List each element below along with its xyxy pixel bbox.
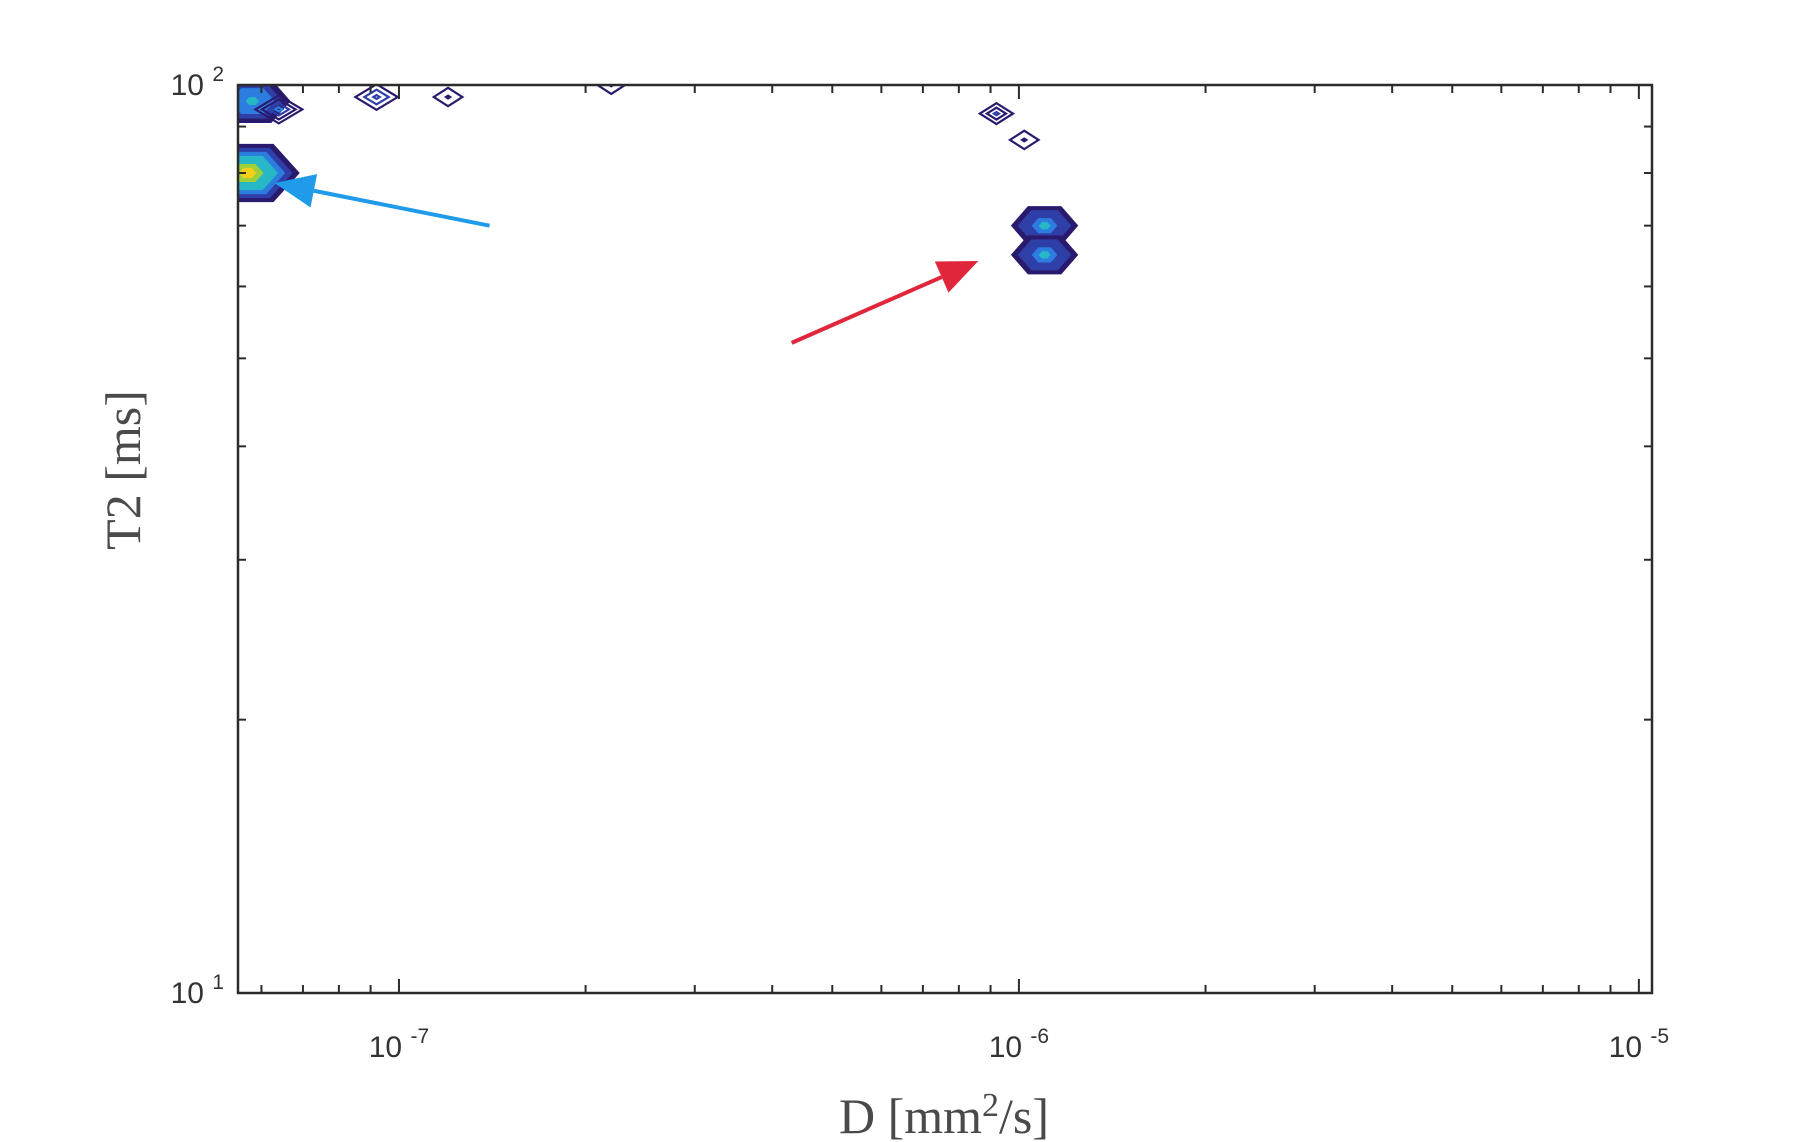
x-tick-label: 10 -7: [369, 1025, 429, 1064]
contour-peak: [238, 143, 300, 203]
contour-peak: [1007, 129, 1041, 151]
arrow-shaft: [313, 188, 490, 228]
contour-level: [266, 102, 292, 117]
contour-level: [991, 110, 1002, 117]
blue-arrow: [274, 174, 490, 228]
contour-peak: [353, 85, 400, 112]
contour-level: [443, 94, 453, 100]
contour-level: [977, 101, 1016, 126]
contour-peak: [431, 86, 465, 108]
contour-level: [595, 85, 628, 96]
arrow-head: [274, 174, 318, 208]
contour-layer: [238, 85, 1079, 275]
arrow-shaft: [790, 275, 943, 345]
contour-level: [1020, 137, 1029, 143]
plot-frame: [236, 83, 1654, 995]
contour-level: [259, 98, 298, 121]
contour-level: [273, 106, 285, 113]
x-tick-label: 10 -5: [1609, 1025, 1669, 1064]
y-tick-label: 10 1: [171, 971, 224, 1010]
contour-level: [431, 86, 465, 108]
contour-peak: [1010, 235, 1079, 275]
contour-peak: [1010, 206, 1079, 246]
contour-level: [245, 97, 259, 106]
arrow-head: [934, 260, 979, 293]
contour-level: [984, 106, 1009, 121]
axis-ticks: [238, 84, 1652, 994]
red-arrow: [790, 260, 979, 345]
plot-area: [238, 85, 1079, 275]
annotation-layer: [274, 174, 979, 345]
contour-peak: [977, 101, 1016, 126]
y-axis-title: T2 [ms]: [95, 390, 151, 550]
contour-peak: [253, 94, 305, 125]
contour-level: [1007, 129, 1041, 151]
contour-level: [371, 93, 382, 101]
x-tick-label: 10 -6: [989, 1025, 1049, 1064]
contour-level: [253, 94, 305, 125]
contour-level: [362, 88, 391, 106]
contour-level: [238, 167, 257, 179]
contour-level: [1038, 251, 1051, 259]
x-axis-title: D [mm2/s]: [839, 1087, 1049, 1142]
axis-tick-labels: 10 -7 10 -6 10 -5 10 1 10 2: [171, 63, 1669, 1064]
contour-level: [1038, 222, 1051, 230]
contour-level: [353, 85, 400, 112]
y-tick-label: 10 2: [171, 63, 224, 102]
